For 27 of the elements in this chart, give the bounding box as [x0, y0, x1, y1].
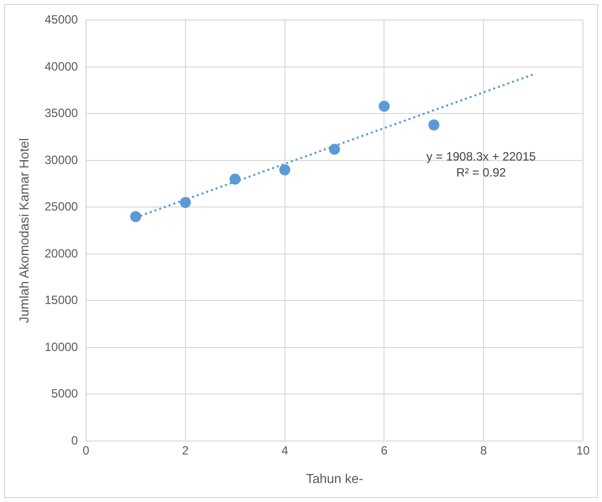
- point: [328, 144, 340, 155]
- y-tick-label: 0: [71, 433, 78, 448]
- y-axis-title: Jumlah Akomodasi Kamar Hotel: [16, 138, 32, 324]
- y-tick-label: 15000: [44, 293, 78, 308]
- y-tick-label: 5000: [51, 386, 78, 401]
- y-tick-label: 25000: [44, 200, 78, 214]
- x-tick-label: 10: [576, 444, 590, 458]
- point: [378, 100, 390, 112]
- y-tick-label: 20000: [44, 246, 78, 260]
- point: [230, 174, 241, 185]
- annotation: R² = 0.92: [456, 165, 506, 180]
- point: [130, 211, 142, 222]
- y-tick-label: 30000: [44, 152, 78, 167]
- point: [428, 119, 440, 130]
- x-tick-label: 8: [480, 444, 488, 458]
- point: [279, 164, 290, 176]
- y-tick-label: 40000: [44, 59, 78, 74]
- x-tick-label: 4: [281, 444, 288, 458]
- y-tick-label: 45000: [44, 12, 78, 27]
- y-tick-label: 10000: [44, 340, 78, 354]
- annotation: y = 1908.3x + 22015: [426, 149, 536, 164]
- point: [180, 197, 191, 208]
- x-tick-label: 6: [380, 444, 388, 458]
- x-axis-title: Tahun ke-: [306, 470, 364, 486]
- x-tick-label: 0: [82, 444, 90, 458]
- x-tick-label: 2: [182, 444, 190, 458]
- y-tick-label: 35000: [44, 106, 78, 120]
